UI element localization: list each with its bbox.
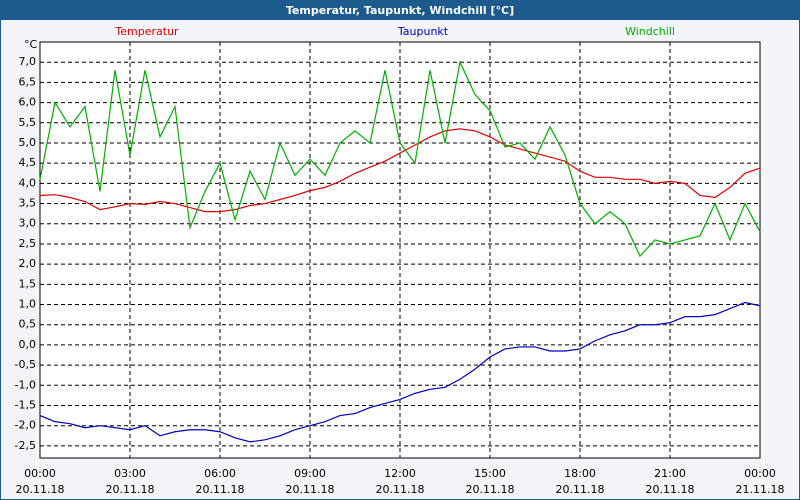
legend-label: Temperatur [114,25,179,38]
series-line [39,60,761,258]
x-tick-label: 20.11.18 [556,483,605,496]
y-tick-label: -2,0 [15,419,36,432]
x-tick-label: 15:00 [474,467,506,480]
y-tick-label: 6,5 [19,75,37,88]
series-line [39,128,761,213]
chart-title: Temperatur, Taupunkt, Windchill [°C] [286,4,514,17]
x-tick-label: 18:00 [564,467,596,480]
y-tick-label: 5,5 [19,116,37,129]
y-tick-label: 5,0 [19,136,37,149]
x-tick-label: 20.11.18 [376,483,425,496]
title-bar [0,0,800,20]
x-tick-label: 20.11.18 [286,483,335,496]
x-tick-label: 06:00 [204,467,236,480]
x-tick-label: 20.11.18 [466,483,515,496]
x-tick-label: 20.11.18 [196,483,245,496]
y-tick-label: 1,5 [19,277,37,290]
y-tick-label: 7,0 [19,55,37,68]
x-tick-label: 12:00 [384,467,416,480]
y-tick-label: 4,5 [19,156,37,169]
y-tick-label: 3,5 [19,197,37,210]
y-tick-label: 0,0 [19,338,37,351]
y-tick-label: 0,5 [19,318,37,331]
y-tick-label: 2,5 [19,237,37,250]
x-tick-label: 09:00 [294,467,326,480]
y-tick-label: 1,0 [19,298,37,311]
legend-label: Taupunkt [397,25,449,38]
y-unit: °C [24,38,38,51]
series-line [39,301,761,443]
x-tick-label: 20.11.18 [16,483,65,496]
x-tick-label: 21:00 [654,467,686,480]
y-tick-label: -1,0 [15,378,36,391]
y-tick-label: 6,0 [19,96,37,109]
y-tick-label: -1,5 [15,398,36,411]
y-tick-label: -2,5 [15,439,36,452]
x-tick-label: 21.11.18 [736,483,785,496]
y-tick-label: 4,0 [19,176,37,189]
y-tick-label: 2,0 [19,257,37,270]
x-tick-label: 03:00 [114,467,146,480]
x-tick-label: 20.11.18 [106,483,155,496]
x-tick-label: 00:00 [24,467,56,480]
y-tick-label: 3,0 [19,217,37,230]
legend-label: Windchill [625,25,675,38]
x-tick-label: 20.11.18 [646,483,695,496]
x-tick-label: 00:00 [744,467,776,480]
y-tick-label: -0,5 [15,358,36,371]
